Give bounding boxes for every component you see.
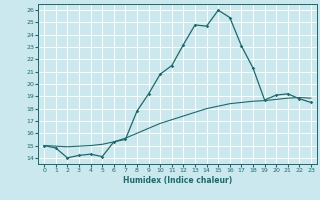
X-axis label: Humidex (Indice chaleur): Humidex (Indice chaleur) xyxy=(123,176,232,185)
